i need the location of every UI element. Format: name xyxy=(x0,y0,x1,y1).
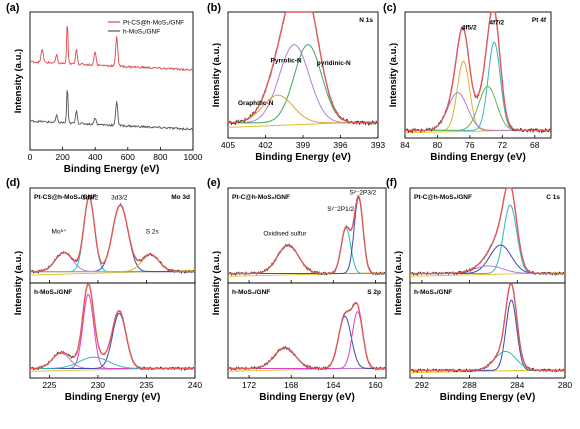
x-tick-label: 399 xyxy=(296,140,310,150)
x-axis-label: Binding Energy (eV) xyxy=(65,392,161,403)
x-tick-label: 400 xyxy=(88,152,102,162)
envelope-fit-line xyxy=(227,11,378,124)
envelope-fit-line xyxy=(30,282,195,370)
peak-annotation: S²⁻2P3/2 xyxy=(349,190,376,197)
spectrum-title: S 2p xyxy=(367,289,381,296)
panel-label: (d) xyxy=(6,177,20,189)
envelope-fit-line xyxy=(410,187,565,275)
spectrum-title: Pt 4f xyxy=(532,17,547,24)
panel-f: (f) Pt-C@h-MoS₂/GNF C 1s h-MoS₂/GNF 292 288 28… xyxy=(386,177,572,403)
x-tick-label: 164 xyxy=(326,380,340,390)
y-axis-label: Intensity (a.u.) xyxy=(393,251,404,315)
peak-annotation: 4f5/2 xyxy=(462,25,477,32)
y-axis-label: Intensity (a.u.) xyxy=(388,43,399,107)
plot-frame xyxy=(29,11,194,151)
x-tick-label: 402 xyxy=(258,140,272,150)
peak-annotation: S 2s xyxy=(146,229,160,236)
peak-annotation: Graphitic-N xyxy=(238,100,274,107)
panel-label: (b) xyxy=(207,2,221,14)
peak-annotation: pyridinic-N xyxy=(317,60,351,67)
x-tick-label: 280 xyxy=(558,380,572,390)
subplot-frame xyxy=(227,282,387,379)
panel-label: (f) xyxy=(386,177,397,189)
x-tick-label: 240 xyxy=(188,380,202,390)
panel-a: (a) Pt-CS@h-MoS₂/GNF h-MoS₂/GNF 0 200 400 600 8… xyxy=(6,2,203,175)
x-tick-label: 1000 xyxy=(184,152,203,162)
x-tick-label: 72 xyxy=(498,140,508,150)
spectrum-title: Mo 3d xyxy=(171,194,190,201)
sample-label: Pt-C@h-MoS₂/GNF xyxy=(414,194,472,201)
x-tick-label: 168 xyxy=(284,380,298,390)
peak-annotation: 3d3/2 xyxy=(111,194,128,201)
legend-entry: Pt-CS@h-MoS₂/GNF xyxy=(123,20,184,27)
envelope-fit-line xyxy=(228,195,386,275)
x-tick-label: 225 xyxy=(42,380,56,390)
panel-e: (e) Pt-C@h-MoS₂/GNF Oxidised sulfur S²⁻2P1/… xyxy=(207,177,387,403)
x-axis-label: Binding Energy (eV) xyxy=(430,152,526,163)
y-axis-label: Intensity (a.u.) xyxy=(211,43,222,107)
panel-label: (e) xyxy=(207,177,221,189)
x-tick-label: 600 xyxy=(121,152,135,162)
x-tick-label: 284 xyxy=(510,380,524,390)
envelope-fit-line xyxy=(405,11,551,132)
subplot-frame xyxy=(409,282,566,379)
panel-c: (c) Pt 4f 4f5/2 4f7/2 84 80 76 72 68 Binding Ener… xyxy=(383,2,552,163)
panel-label: (a) xyxy=(6,2,20,14)
y-axis-label: Intensity (a.u.) xyxy=(13,49,24,113)
x-tick-label: 76 xyxy=(465,140,475,150)
series-line-2 xyxy=(29,90,194,131)
x-tick-label: 0 xyxy=(28,152,33,162)
panel-d: (d) Pt-CS@h-MoS₂/GNF Mo 3d Mo⁶⁺ 3d5/2 3d3/2 S … xyxy=(6,177,202,403)
x-axis-label: Binding Energy (eV) xyxy=(255,152,351,163)
peak-annotation: Oxidised sulfur xyxy=(263,231,307,238)
peak-annotation: Pyrrolic-N xyxy=(271,57,302,64)
x-tick-label: 405 xyxy=(221,140,235,150)
x-tick-label: 160 xyxy=(368,380,382,390)
y-axis-label: Intensity (a.u.) xyxy=(13,251,24,315)
sample-label: h-MoS₂/GNF xyxy=(232,289,270,296)
envelope-fit-line xyxy=(30,196,195,273)
x-tick-label: 172 xyxy=(242,380,256,390)
x-axis-label: Binding Energy (eV) xyxy=(259,392,355,403)
x-tick-label: 292 xyxy=(415,380,429,390)
x-tick-label: 80 xyxy=(433,140,443,150)
peak-annotation: 4f7/2 xyxy=(489,20,504,27)
envelope-fit-line xyxy=(228,301,386,370)
x-tick-label: 230 xyxy=(91,380,105,390)
x-tick-label: 800 xyxy=(153,152,167,162)
spectrum-title: C 1s xyxy=(546,194,560,201)
envelope-fit-line xyxy=(410,283,565,372)
x-tick-label: 396 xyxy=(333,140,347,150)
peak-annotation: Mo⁶⁺ xyxy=(52,229,68,236)
legend-entry: h-MoS₂/GNF xyxy=(123,29,160,36)
peak-annotation: S²⁻2P1/2 xyxy=(327,206,354,213)
peak-annotation: 3d5/2 xyxy=(82,194,99,201)
x-axis-label: Binding Energy (eV) xyxy=(64,164,160,175)
x-tick-label: 200 xyxy=(56,152,70,162)
x-tick-label: 288 xyxy=(463,380,477,390)
series-line-1 xyxy=(29,25,194,72)
panel-label: (c) xyxy=(383,2,397,14)
subplot-frame xyxy=(29,282,196,379)
plot-frame xyxy=(404,11,552,139)
y-axis-label: Intensity (a.u.) xyxy=(211,251,222,315)
x-tick-label: 68 xyxy=(530,140,540,150)
sample-label: h-MoS₂/GNF xyxy=(414,289,452,296)
x-tick-label: 235 xyxy=(139,380,153,390)
spectrum-title: N 1s xyxy=(359,17,373,24)
sample-label: Pt-CS@h-MoS₂/GNF xyxy=(34,194,96,201)
sample-label: Pt-C@h-MoS₂/GNF xyxy=(232,194,290,201)
x-tick-label: 393 xyxy=(371,140,385,150)
sample-label: h-MoS₂/GNF xyxy=(34,289,72,296)
x-axis-label: Binding Energy (eV) xyxy=(440,392,536,403)
panel-b: (b) N 1s Pyrrolic-N pyridinic-N Graphitic-N 4… xyxy=(207,2,385,163)
x-tick-label: 84 xyxy=(400,140,410,150)
